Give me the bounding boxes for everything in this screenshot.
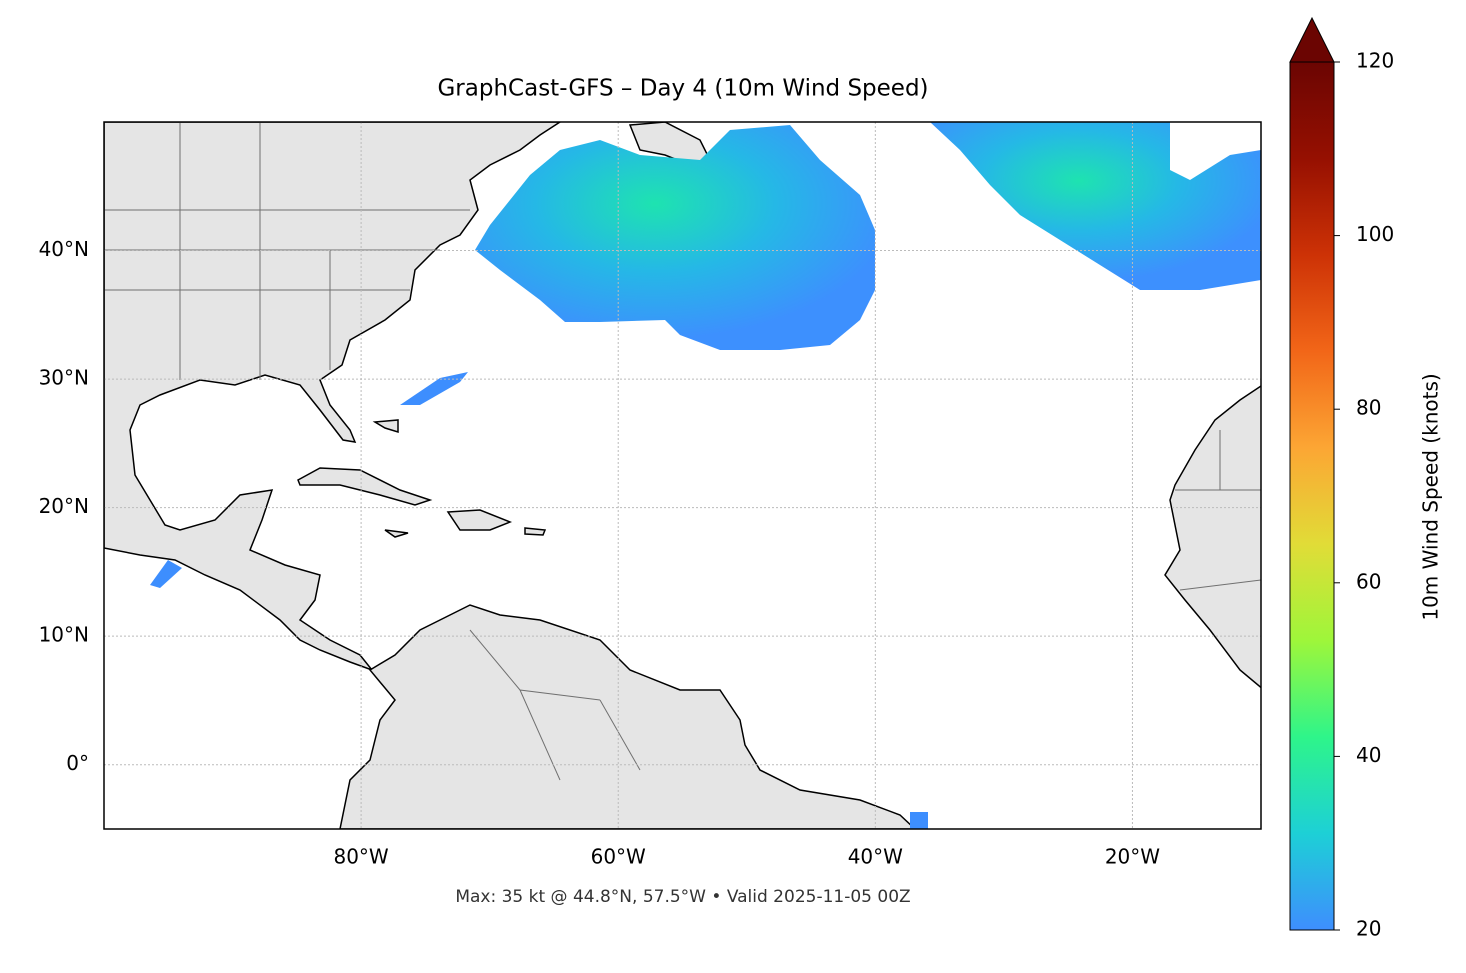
- colorbar-label: 10m Wind Speed (knots): [1419, 373, 1443, 620]
- colorbar-tick-label: 60: [1356, 569, 1381, 593]
- wind-region: [910, 812, 928, 829]
- grid: [104, 122, 1261, 829]
- colorbar-extend: [1289, 16, 1335, 63]
- x-tick-label: 80°W: [333, 845, 388, 869]
- colorbar: [1289, 61, 1335, 931]
- colorbar-tick-label: 40: [1356, 743, 1381, 767]
- colorbar-tick-label: 20: [1356, 917, 1381, 941]
- y-tick-label: 10°N: [39, 623, 89, 647]
- cuba: [297, 467, 433, 506]
- hispaniola: [446, 509, 513, 531]
- x-tick-label: 60°W: [591, 845, 646, 869]
- wind-region: [400, 372, 468, 405]
- wind-region: [930, 122, 1261, 290]
- south-america: [339, 604, 917, 829]
- y-tick-label: 20°N: [39, 494, 89, 518]
- puerto-rico: [524, 527, 547, 536]
- wind-region: [150, 560, 182, 588]
- jamaica: [384, 529, 409, 538]
- wind-region: [475, 125, 875, 350]
- plot-frame: [103, 121, 1262, 830]
- y-tick-label: 30°N: [39, 366, 89, 390]
- map: [104, 122, 1261, 829]
- colorbar-tick-label: 120: [1356, 49, 1394, 73]
- africa: [1164, 385, 1261, 689]
- y-tick-label: 0°: [66, 751, 89, 775]
- annotation: Max: 35 kt @ 44.8°N, 57.5°W • Valid 2025…: [455, 887, 910, 907]
- colorbar-tick-label: 80: [1356, 396, 1381, 420]
- x-tick-label: 40°W: [848, 845, 903, 869]
- north-america: [104, 122, 562, 672]
- x-tick-label: 20°W: [1105, 845, 1160, 869]
- y-tick-label: 40°N: [39, 237, 89, 261]
- bahamas: [372, 419, 399, 434]
- chart-title: GraphCast-GFS – Day 4 (10m Wind Speed): [437, 76, 928, 102]
- colorbar-tick-label: 100: [1356, 222, 1394, 246]
